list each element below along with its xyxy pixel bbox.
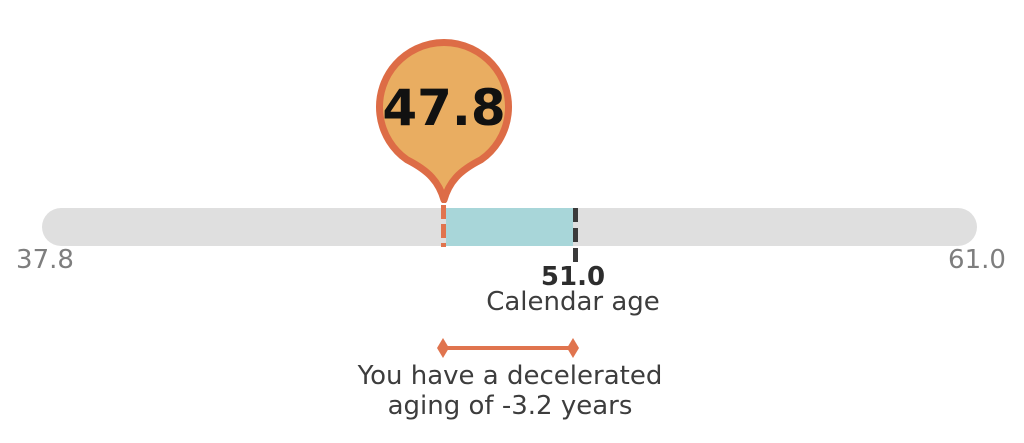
scale-min-label: 37.8 bbox=[16, 245, 74, 275]
aging-message-line1: You have a decelerated bbox=[357, 361, 663, 391]
pin-shape bbox=[376, 39, 512, 203]
biological-age-dashed-line bbox=[441, 205, 446, 247]
biological-age-pin-icon: 47.8 bbox=[376, 39, 512, 203]
age-highlight-range bbox=[446, 208, 573, 246]
calendar-age-dashed-line bbox=[573, 208, 578, 265]
range-arrow-left-diamond-icon bbox=[437, 338, 449, 358]
range-arrow-icon bbox=[437, 338, 579, 358]
range-arrow-right-diamond-icon bbox=[567, 338, 579, 358]
calendar-age-label: Calendar age bbox=[486, 287, 660, 317]
aging-message-line2: aging of -3.2 years bbox=[387, 391, 633, 421]
biological-age-value: 47.8 bbox=[382, 79, 505, 137]
aging-message: You have a decelerated aging of -3.2 yea… bbox=[310, 361, 710, 421]
calendar-age-value: 51.0 bbox=[540, 262, 606, 292]
scale-max-label: 61.0 bbox=[948, 245, 1006, 275]
